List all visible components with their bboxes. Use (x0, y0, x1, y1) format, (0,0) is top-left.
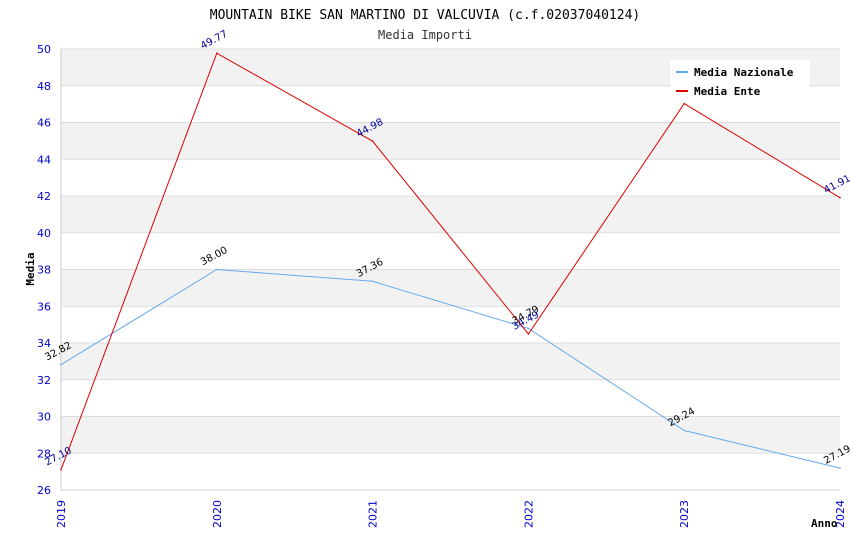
data-point (216, 268, 218, 271)
y-tick-label: 34 (37, 337, 51, 350)
y-tick-label: 48 (37, 80, 51, 93)
y-tick-label: 28 (37, 447, 51, 460)
y-tick-label: 36 (37, 300, 51, 313)
grid-band (61, 343, 840, 380)
data-point (371, 280, 374, 283)
series-line (60, 52, 841, 470)
data-point (683, 429, 685, 432)
data-point (527, 327, 530, 330)
y-axis-ticks: 26 28 30 32 34 36 38 40 42 44 46 48 50 (37, 43, 51, 497)
x-tick-label: 2021 (367, 500, 380, 528)
axes (60, 49, 840, 491)
grid-band (61, 269, 840, 307)
grid-band (61, 122, 840, 160)
y-tick-label: 50 (37, 43, 51, 56)
y-tick-label: 38 (37, 264, 51, 277)
x-tick-label: 2023 (678, 500, 691, 528)
data-point (527, 333, 530, 335)
data-point (839, 196, 841, 199)
x-tick-label: 2024 (834, 500, 847, 528)
y-tick-label: 44 (37, 153, 51, 166)
series-line (60, 268, 841, 469)
data-point (371, 140, 374, 143)
y-tick-label: 26 (37, 484, 51, 497)
y-tick-label: 46 (37, 117, 51, 130)
x-tick-label: 2020 (211, 500, 224, 528)
y-tick-label: 32 (37, 374, 51, 387)
chart-subtitle: Media Importi (378, 28, 472, 42)
y-tick-label: 42 (37, 190, 51, 203)
data-point (60, 468, 62, 471)
plot-background (61, 48, 840, 491)
y-tick-label: 30 (37, 411, 51, 424)
x-axis-ticks: 2019 2020 2021 2022 2023 2024 (55, 500, 847, 528)
x-axis-label: Anno (811, 517, 838, 530)
data-point (60, 363, 62, 366)
series-layer (60, 52, 841, 471)
legend-label: Media Nazionale (694, 66, 794, 79)
data-point (683, 102, 685, 105)
grid-band (61, 196, 840, 233)
legend-label: Media Ente (694, 85, 761, 98)
data-point (839, 467, 841, 469)
x-tick-label: 2022 (522, 500, 535, 528)
legend: Media Nazionale Media Ente (670, 60, 810, 100)
y-axis-label: Media (24, 252, 37, 285)
x-tick-label: 2019 (55, 500, 68, 528)
data-point (216, 52, 218, 55)
y-tick-label: 40 (37, 227, 51, 240)
legend-box (670, 60, 810, 100)
chart-title: MOUNTAIN BIKE SAN MARTINO DI VALCUVIA (c… (210, 8, 640, 23)
grid-band (61, 416, 840, 454)
data-label: 49.77 (199, 29, 229, 52)
